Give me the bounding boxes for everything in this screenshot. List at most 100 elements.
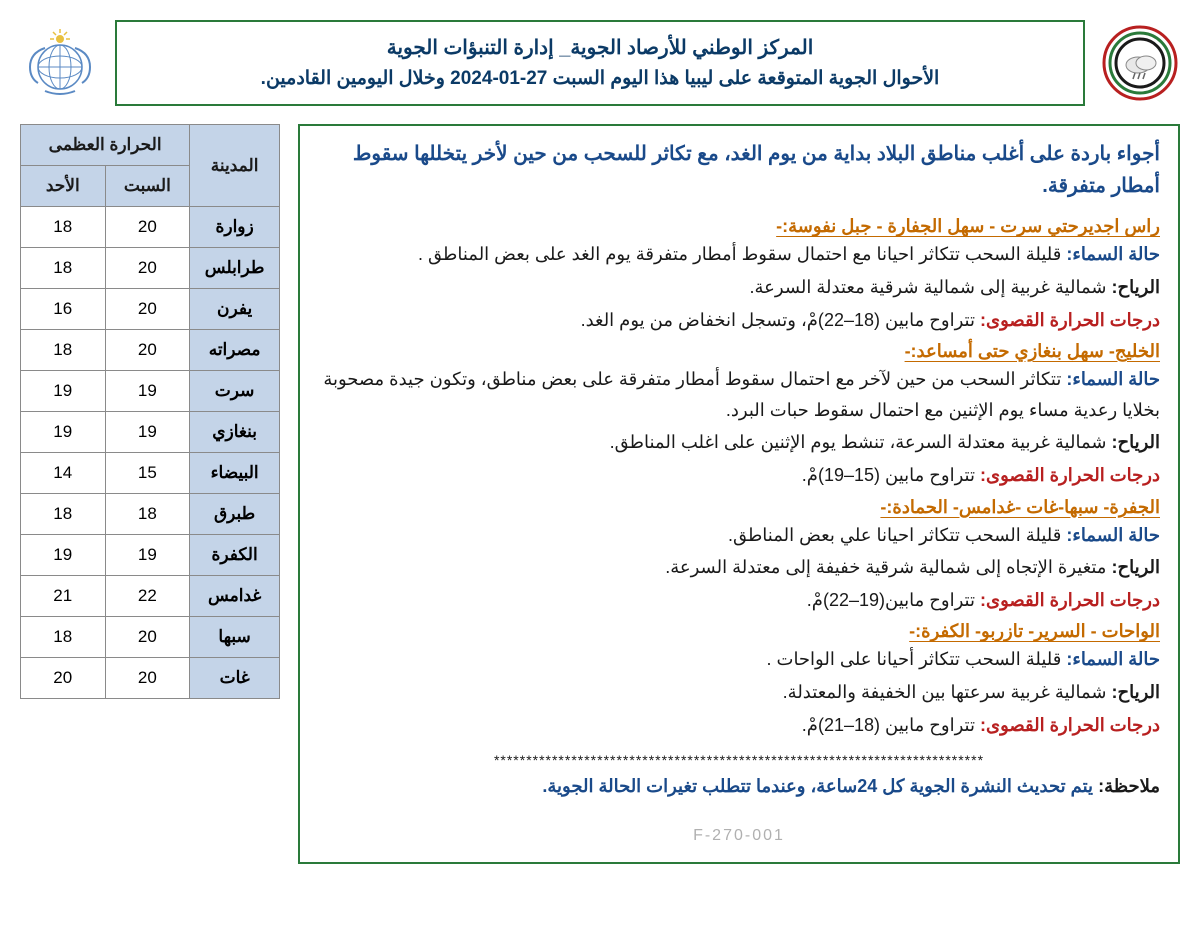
bulletin-subtitle: الأحوال الجوية المتوقعة على ليبيا هذا ال… — [137, 64, 1063, 94]
city-cell: طبرق — [190, 494, 280, 535]
city-cell: يفرن — [190, 289, 280, 330]
table-row: سرت1919 — [21, 371, 280, 412]
wind-label: الرياح: — [1111, 557, 1160, 577]
temp-label: درجات الحرارة القصوى: — [980, 310, 1160, 330]
note-line: ملاحظة: يتم تحديث النشرة الجوية كل 24ساع… — [318, 776, 1160, 797]
city-cell: غات — [190, 658, 280, 699]
region-block-2: الجفرة- سبها-غات -غدامس- الحمادة:- حالة … — [318, 493, 1160, 616]
forecast-summary: أجواء باردة على أغلب مناطق البلاد بداية … — [318, 138, 1160, 202]
city-cell: بنغازي — [190, 412, 280, 453]
table-row: البيضاء1514 — [21, 453, 280, 494]
region-title: الواحات - السرير- تازربو- الكفرة:- — [909, 621, 1160, 642]
table-row: سبها2018 — [21, 617, 280, 658]
sun-cell: 14 — [21, 453, 106, 494]
th-max-temp: الحرارة العظمى — [21, 125, 190, 166]
separator-line: ****************************************… — [318, 752, 1160, 768]
sat-cell: 19 — [105, 535, 190, 576]
table-row: طرابلس2018 — [21, 248, 280, 289]
sky-label: حالة السماء: — [1066, 244, 1160, 264]
sun-cell: 18 — [21, 330, 106, 371]
city-cell: سرت — [190, 371, 280, 412]
sky-text: قليلة السحب تتكاثر أحيانا على الواحات . — [767, 649, 1062, 669]
region-block-0: راس اجديرحتي سرت - سهل الجفارة - جبل نفو… — [318, 212, 1160, 335]
sun-cell: 21 — [21, 576, 106, 617]
table-row: يفرن2016 — [21, 289, 280, 330]
sun-cell: 18 — [21, 248, 106, 289]
sat-cell: 20 — [105, 617, 190, 658]
sun-cell: 18 — [21, 494, 106, 535]
table-row: الكفرة1919 — [21, 535, 280, 576]
city-cell: زوارة — [190, 207, 280, 248]
sat-cell: 20 — [105, 658, 190, 699]
footer-code: F-270-001 — [318, 827, 1160, 845]
sky-text: قليلة السحب تتكاثر احيانا علي بعض المناط… — [728, 525, 1061, 545]
region-block-3: الواحات - السرير- تازربو- الكفرة:- حالة … — [318, 617, 1160, 740]
sat-cell: 22 — [105, 576, 190, 617]
temperature-table: المدينة الحرارة العظمى السبت الأحد زوارة… — [20, 124, 280, 699]
table-row: بنغازي1919 — [21, 412, 280, 453]
sky-text: تتكاثر السحب من حين لآخر مع احتمال سقوط … — [323, 369, 1160, 420]
temp-label: درجات الحرارة القصوى: — [980, 715, 1160, 735]
sat-cell: 15 — [105, 453, 190, 494]
city-cell: سبها — [190, 617, 280, 658]
sat-cell: 19 — [105, 412, 190, 453]
right-logo — [1100, 23, 1180, 103]
wind-label: الرياح: — [1111, 682, 1160, 702]
wind-text: شمالية غربية معتدلة السرعة، تنشط يوم الإ… — [610, 432, 1107, 452]
city-cell: البيضاء — [190, 453, 280, 494]
table-row: مصراته2018 — [21, 330, 280, 371]
note-text: يتم تحديث النشرة الجوية كل 24ساعة، وعندم… — [542, 776, 1093, 796]
table-row: طبرق1818 — [21, 494, 280, 535]
temp-text: تتراوح مابين (18–21)مْ. — [802, 715, 975, 735]
sun-cell: 20 — [21, 658, 106, 699]
header-title-box: المركز الوطني للأرصاد الجوية_ إدارة التن… — [115, 20, 1085, 106]
region-title: راس اجديرحتي سرت - سهل الجفارة - جبل نفو… — [776, 216, 1160, 237]
sun-cell: 19 — [21, 535, 106, 576]
wind-text: شمالية غربية إلى شمالية شرقية معتدلة الس… — [750, 277, 1107, 297]
temp-text: تتراوح مابين(19–22)مْ. — [807, 590, 975, 610]
th-sunday: الأحد — [21, 166, 106, 207]
region-block-1: الخليج- سهل بنغازي حتى أمساعد:- حالة الس… — [318, 337, 1160, 490]
sat-cell: 20 — [105, 289, 190, 330]
wind-label: الرياح: — [1111, 432, 1160, 452]
sat-cell: 19 — [105, 371, 190, 412]
temp-label: درجات الحرارة القصوى: — [980, 465, 1160, 485]
sky-text: قليلة السحب تتكاثر احيانا مع احتمال سقوط… — [418, 244, 1061, 264]
org-title: المركز الوطني للأرصاد الجوية_ إدارة التن… — [137, 32, 1063, 64]
table-body: زوارة2018 طرابلس2018 يفرن2016 مصراته2018… — [21, 207, 280, 699]
table-row: غدامس2221 — [21, 576, 280, 617]
sun-cell: 19 — [21, 371, 106, 412]
sky-label: حالة السماء: — [1066, 369, 1160, 389]
main-content-row: أجواء باردة على أغلب مناطق البلاد بداية … — [20, 124, 1180, 864]
city-cell: الكفرة — [190, 535, 280, 576]
sky-label: حالة السماء: — [1066, 525, 1160, 545]
city-cell: طرابلس — [190, 248, 280, 289]
header-row: المركز الوطني للأرصاد الجوية_ إدارة التن… — [20, 20, 1180, 106]
sun-cell: 18 — [21, 617, 106, 658]
left-logo-wmo — [20, 23, 100, 103]
th-saturday: السبت — [105, 166, 190, 207]
temp-label: درجات الحرارة القصوى: — [980, 590, 1160, 610]
sat-cell: 20 — [105, 330, 190, 371]
th-city: المدينة — [190, 125, 280, 207]
region-title: الخليج- سهل بنغازي حتى أمساعد:- — [905, 341, 1160, 362]
wind-text: متغيرة الإتجاه إلى شمالية شرقية خفيفة إل… — [665, 557, 1106, 577]
sat-cell: 20 — [105, 207, 190, 248]
table-row: زوارة2018 — [21, 207, 280, 248]
note-label: ملاحظة: — [1098, 776, 1160, 796]
sun-cell: 16 — [21, 289, 106, 330]
sun-cell: 18 — [21, 207, 106, 248]
wind-text: شمالية غربية سرعتها بين الخفيفة والمعتدل… — [783, 682, 1107, 702]
forecast-text-box: أجواء باردة على أغلب مناطق البلاد بداية … — [298, 124, 1180, 864]
sat-cell: 20 — [105, 248, 190, 289]
city-cell: غدامس — [190, 576, 280, 617]
temp-text: تتراوح مابين (15–19)مْ. — [802, 465, 975, 485]
sun-cell: 19 — [21, 412, 106, 453]
temp-text: تتراوح مابين (18–22)مْ، وتسجل انخفاض من … — [581, 310, 975, 330]
region-title: الجفرة- سبها-غات -غدامس- الحمادة:- — [880, 497, 1160, 518]
sky-label: حالة السماء: — [1066, 649, 1160, 669]
wind-label: الرياح: — [1111, 277, 1160, 297]
sat-cell: 18 — [105, 494, 190, 535]
city-cell: مصراته — [190, 330, 280, 371]
table-row: غات2020 — [21, 658, 280, 699]
